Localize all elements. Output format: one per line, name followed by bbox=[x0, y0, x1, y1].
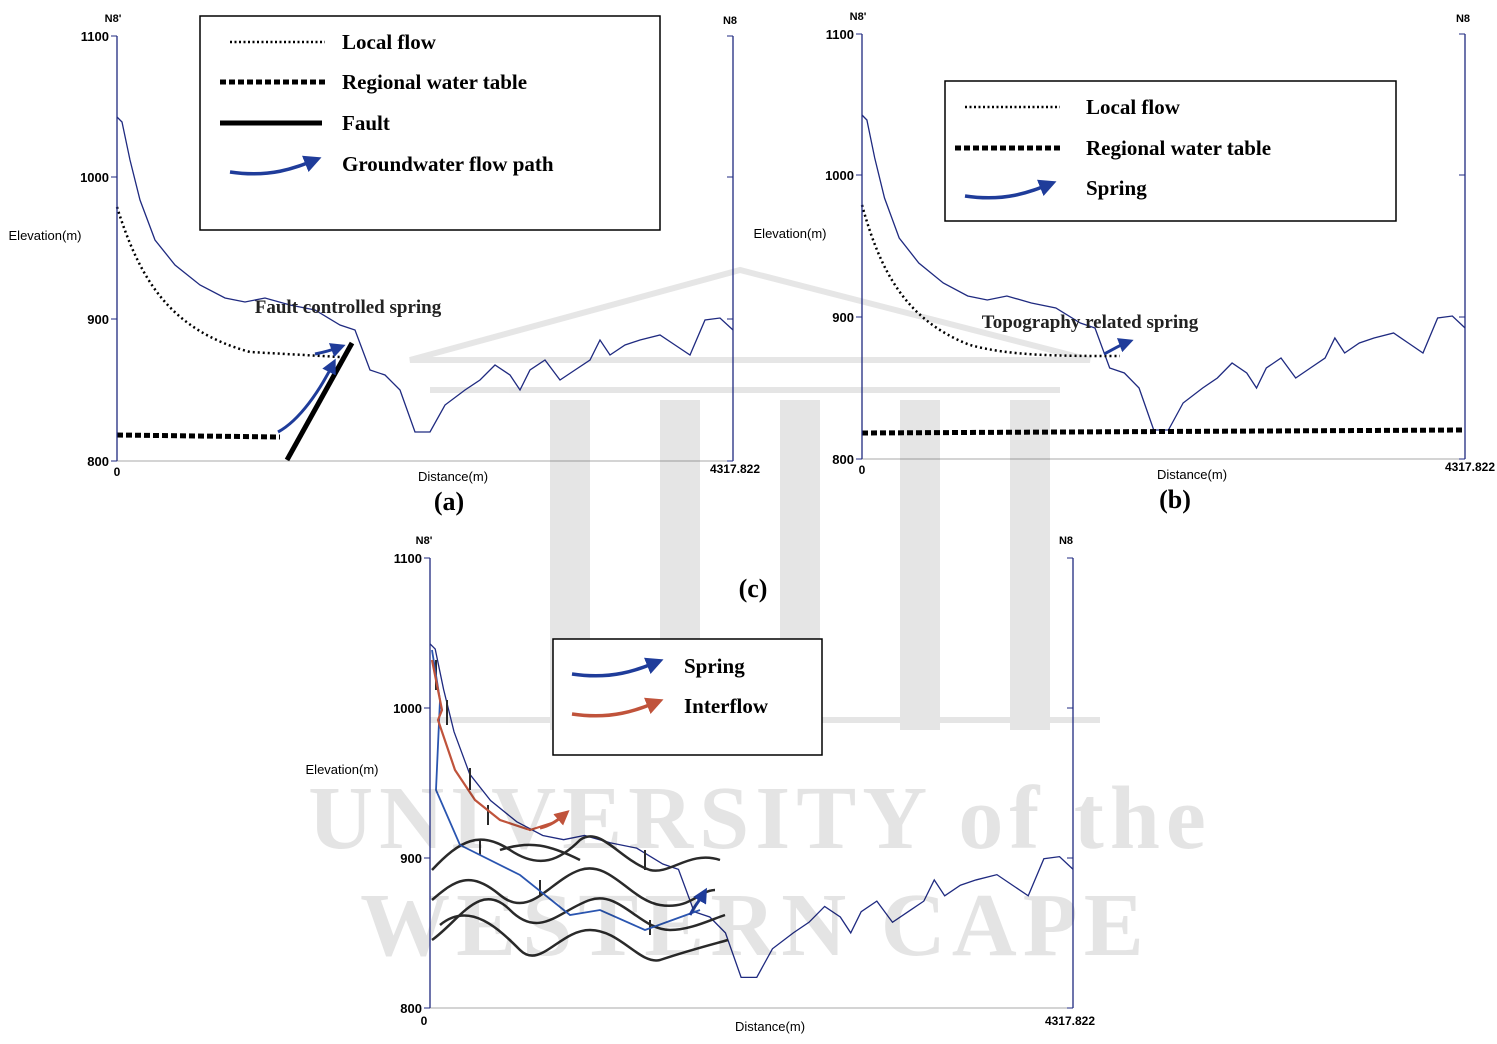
x-tick-label: 0 bbox=[859, 463, 866, 477]
watermark-text: WESTERN CAPE bbox=[360, 876, 1150, 975]
spring-arrow bbox=[1104, 342, 1128, 354]
x-tick-label: 0 bbox=[421, 1014, 428, 1028]
fault bbox=[287, 343, 352, 460]
legend-label: Spring bbox=[684, 654, 745, 678]
right-label: N8 bbox=[723, 15, 737, 27]
y-tick-label: 800 bbox=[400, 1001, 422, 1016]
y-axis-title: Elevation(m) bbox=[9, 228, 82, 243]
page: {"panels": [ {"label": "(a)", "left_labe… bbox=[0, 0, 1497, 1039]
legend-label: Regional water table bbox=[1086, 136, 1271, 160]
right-label: N8 bbox=[1456, 13, 1470, 25]
x-axis-title: Distance(m) bbox=[1157, 467, 1227, 482]
y-tick-label: 1000 bbox=[393, 701, 422, 716]
y-tick-label: 900 bbox=[832, 310, 854, 325]
x-axis-title: Distance(m) bbox=[418, 469, 488, 484]
panel-label: (a) bbox=[434, 487, 464, 516]
watermark-text: UNIVERSITY of the bbox=[308, 769, 1212, 868]
legend-label: Spring bbox=[1086, 176, 1147, 200]
left-label: N8' bbox=[416, 535, 433, 547]
regional-water-table bbox=[862, 430, 1465, 433]
y-tick-label: 1100 bbox=[826, 27, 854, 42]
regional-water-table bbox=[117, 435, 280, 437]
panel-label: (c) bbox=[739, 574, 768, 603]
x-tick-label: 4317.822 bbox=[710, 462, 760, 476]
left-label: N8' bbox=[105, 13, 122, 25]
legend-label: Local flow bbox=[342, 30, 437, 54]
x-tick-label: 0 bbox=[114, 465, 121, 479]
figure: UNIVERSITY of theWESTERN CAPE 1100 1000 900… bbox=[0, 0, 1497, 1039]
y-tick-label: 1000 bbox=[80, 170, 109, 185]
y-tick-label: 800 bbox=[87, 454, 109, 469]
right-label: N8 bbox=[1059, 535, 1073, 547]
legend-label: Groundwater flow path bbox=[342, 152, 554, 176]
legend-label: Local flow bbox=[1086, 95, 1181, 119]
left-label: N8' bbox=[850, 11, 867, 23]
y-tick-label: 1100 bbox=[394, 551, 422, 566]
annotation: Fault controlled spring bbox=[255, 297, 442, 318]
x-tick-label: 4317.822 bbox=[1045, 1014, 1095, 1028]
flow-path bbox=[315, 347, 340, 354]
annotation: Topography related spring bbox=[982, 312, 1199, 333]
y-axis-title: Elevation(m) bbox=[754, 226, 827, 241]
legend-label: Regional water table bbox=[342, 70, 527, 94]
y-tick-label: 900 bbox=[400, 851, 422, 866]
y-tick-label: 1100 bbox=[81, 29, 109, 44]
y-tick-label: 900 bbox=[87, 312, 109, 327]
y-tick-label: 800 bbox=[832, 452, 854, 467]
legend-label: Interflow bbox=[684, 694, 769, 718]
x-tick-label: 4317.822 bbox=[1445, 460, 1495, 474]
panel-label: (b) bbox=[1159, 485, 1191, 514]
legend-label: Fault bbox=[342, 111, 390, 135]
y-axis-title: Elevation(m) bbox=[306, 762, 379, 777]
x-axis-title: Distance(m) bbox=[735, 1019, 805, 1034]
y-tick-label: 1000 bbox=[825, 168, 854, 183]
